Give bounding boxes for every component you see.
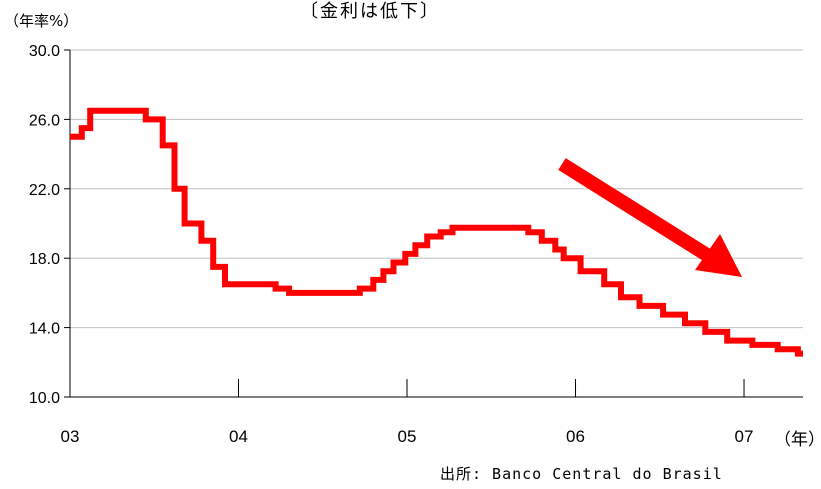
x-tick-label: 06: [566, 427, 585, 446]
y-tick-label: 26.0: [29, 112, 60, 129]
chart-title: 〔金利は低下〕: [300, 1, 440, 22]
axes: [69, 50, 803, 398]
y-tick-label: 18.0: [29, 251, 60, 268]
source-note: 出所: Banco Central do Brasil: [440, 465, 723, 483]
gridlines: [70, 49, 803, 329]
y-axis-label: （年率%）: [4, 12, 78, 30]
x-tick-label: 07: [735, 427, 754, 446]
trend-arrow: [558, 158, 742, 277]
series-layer: [70, 107, 803, 357]
x-tick-label: 04: [229, 427, 248, 446]
y-tick-label: 14.0: [29, 321, 60, 338]
x-tick-label: 03: [61, 427, 80, 446]
y-tick-label: 22.0: [29, 182, 60, 199]
series-line: [70, 107, 803, 357]
y-tick-label: 10.0: [29, 390, 60, 407]
y-tick-label: 30.0: [29, 43, 60, 60]
x-tick-label: 05: [398, 427, 417, 446]
x-ticks: 03 04 05 06 07: [61, 379, 754, 446]
x-axis-label: （年）: [774, 430, 821, 450]
y-ticks: 10.0 14.0 18.0 22.0 26.0 30.0: [29, 43, 70, 407]
